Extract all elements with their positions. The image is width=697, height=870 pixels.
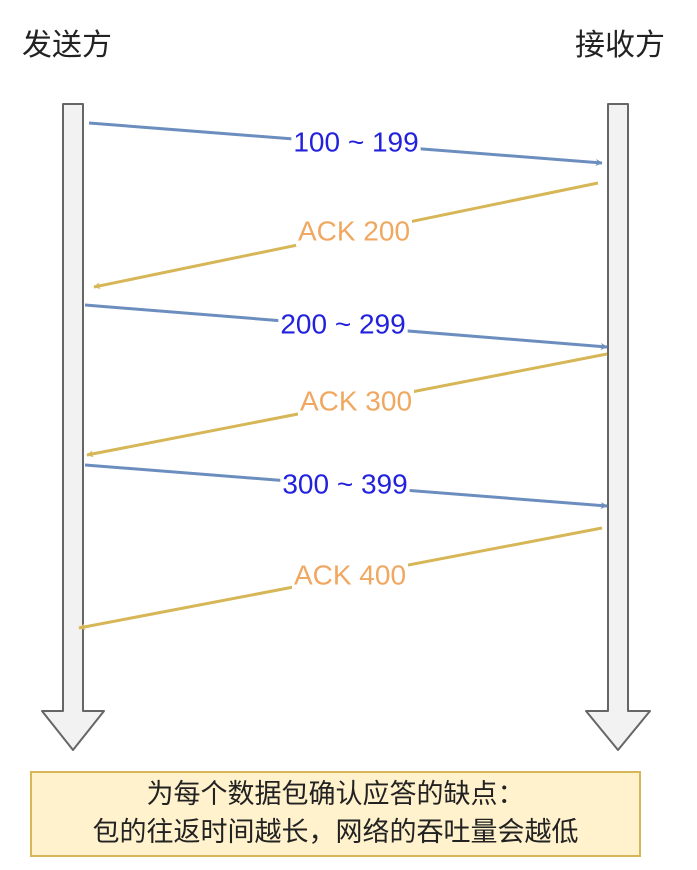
ack-message: ACK 400 — [78, 526, 603, 631]
messages-layer: 100 ~ 199 ACK 200 200 ~ 299 ACK 300 300 ~ 39… — [78, 121, 608, 631]
ack-message: ACK 200 — [93, 181, 599, 290]
label-background — [280, 468, 410, 500]
sender-lifeline — [41, 103, 105, 751]
label-background — [291, 559, 409, 591]
label-background — [291, 126, 421, 158]
data-segment-message: 300 ~ 399 — [84, 463, 608, 509]
ack-label: ACK 400 — [294, 559, 406, 590]
label-background — [278, 308, 408, 340]
receiver-lifeline — [585, 103, 651, 751]
sender-label: 发送方 — [22, 28, 112, 63]
data-segment-message: 200 ~ 299 — [84, 303, 608, 350]
data-range-label: 200 ~ 299 — [280, 308, 405, 339]
ack-label: ACK 300 — [300, 385, 412, 416]
label-background — [295, 215, 413, 247]
data-range-label: 100 ~ 199 — [293, 126, 418, 157]
ack-label: ACK 200 — [298, 215, 410, 246]
note-line-1: 为每个数据包确认应答的缺点： — [146, 779, 525, 810]
label-background — [297, 385, 415, 417]
receiver-label: 接收方 — [575, 28, 665, 63]
note-box: 为每个数据包确认应答的缺点： 包的往返时间越长，网络的吞吐量会越低 — [30, 771, 641, 857]
ack-message: ACK 300 — [86, 352, 608, 458]
data-range-label: 300 ~ 399 — [282, 468, 407, 499]
data-segment-message: 100 ~ 199 — [88, 121, 603, 166]
note-line-2: 包的往返时间越长，网络的吞吐量会越低 — [92, 817, 579, 848]
